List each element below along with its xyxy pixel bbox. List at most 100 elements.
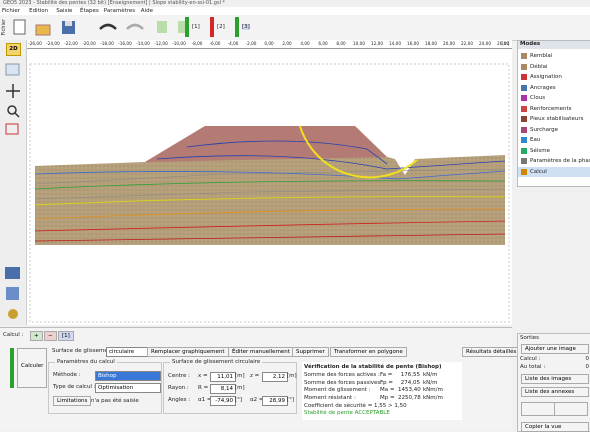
- mode-icon: [521, 53, 527, 59]
- mode-item[interactable]: Calcul: [518, 166, 590, 177]
- mode-item[interactable]: Renforcements: [518, 104, 590, 114]
- mode-label: Paramètres de la phase: [530, 158, 590, 164]
- add-image-button[interactable]: Ajouter une image: [521, 344, 589, 354]
- mode-label: Eau: [530, 137, 541, 143]
- result-label: Moment de glissement :: [304, 387, 371, 393]
- list-images-button[interactable]: Liste des images: [521, 374, 589, 384]
- mode-icon: [521, 168, 527, 175]
- remove-stage-button[interactable]: −: [44, 331, 57, 341]
- circle-legend: Surface de glissement circulaire: [170, 359, 263, 365]
- field-value[interactable]: -74,90: [210, 396, 236, 406]
- stage-button[interactable]: [1]: [192, 24, 200, 30]
- mode-label: Déblai: [530, 63, 548, 70]
- mode-icon: [521, 95, 527, 101]
- mode-item[interactable]: Assignation: [518, 72, 590, 82]
- menu-item[interactable]: Fichier: [2, 8, 20, 14]
- result-value: 274,05: [400, 379, 420, 386]
- ruler-unit: [m]: [502, 41, 510, 46]
- active-marker: [10, 348, 14, 388]
- mode-item[interactable]: Surcharge: [518, 125, 590, 135]
- mode-label: Renforcements: [530, 105, 572, 112]
- mode-item[interactable]: Pieux stabilisateurs: [518, 114, 590, 124]
- mode-label: Séisme: [530, 147, 551, 154]
- field-value[interactable]: 11,01: [210, 372, 236, 382]
- add-stage-button[interactable]: +: [30, 331, 43, 341]
- field-name: R =: [198, 385, 209, 391]
- field-unit: [m]: [287, 373, 297, 379]
- stage-marker: [235, 17, 239, 37]
- details-button[interactable]: Résultats détaillés: [462, 347, 521, 357]
- field-label: Rayon :: [168, 385, 189, 391]
- menu-item[interactable]: Aide: [140, 8, 153, 14]
- field-name: x =: [198, 373, 208, 379]
- field-value[interactable]: 2,12: [262, 372, 288, 382]
- method-select[interactable]: Bishop: [95, 371, 161, 381]
- mode-icon: [521, 158, 527, 164]
- print-preview-button[interactable]: [554, 402, 588, 416]
- ruler-label: 18,00: [425, 41, 437, 46]
- ruler-label: -16,00: [118, 41, 132, 46]
- menu-item[interactable]: Étapes: [80, 8, 99, 14]
- circle-group: Surface de glissement circulaire Centre …: [163, 359, 297, 414]
- mode-icon: [521, 116, 527, 122]
- stage-button[interactable]: [3]: [242, 24, 250, 30]
- menu-item[interactable]: Saisie: [56, 8, 73, 14]
- result-symbol: Ma =: [380, 387, 395, 393]
- mode-item[interactable]: Ancrages: [518, 83, 590, 93]
- calc-panel: Calcul : + − [1] Calculer Surface de gli…: [0, 327, 521, 431]
- ruler-label: -22,00: [64, 41, 78, 46]
- field-unit: [m]: [235, 385, 245, 391]
- ruler-label: -12,00: [154, 41, 168, 46]
- toolbar-label: Fichier: [1, 19, 7, 36]
- mode-icon: [521, 63, 527, 70]
- ruler-label: 10,00: [353, 41, 365, 46]
- ruler-label: 0,00: [264, 41, 274, 46]
- mode-item[interactable]: Déblai: [518, 62, 590, 72]
- list-annexes-button[interactable]: Liste des annexes: [521, 387, 589, 397]
- action-button[interactable]: Remplacer graphiquement: [147, 347, 229, 357]
- mode-icon: [521, 137, 527, 143]
- action-button[interactable]: Éditer manuellement: [228, 347, 294, 357]
- mode-item[interactable]: Remblai: [518, 51, 590, 61]
- mode-label: Clous: [530, 95, 546, 101]
- field-label: Centre :: [168, 373, 190, 379]
- print-button[interactable]: [521, 402, 555, 416]
- ruler-label: -20,00: [82, 41, 96, 46]
- mode-label: Calcul: [530, 168, 547, 175]
- stage-marker: [210, 17, 214, 37]
- mode-item[interactable]: Eau: [518, 135, 590, 145]
- run-button[interactable]: Calculer: [17, 348, 47, 388]
- action-button[interactable]: Transformer en polygone: [330, 347, 407, 357]
- action-button[interactable]: Supprimer: [292, 347, 329, 357]
- left-toolstrip: 2D: [0, 40, 27, 325]
- limits-button[interactable]: Limitations: [53, 396, 92, 406]
- field-value[interactable]: 28,99: [262, 396, 288, 406]
- toolbar: Fichier [1] [2] [3]: [0, 15, 590, 41]
- copy-view-button[interactable]: Copier la vue: [521, 422, 589, 432]
- result-label: Somme des forces passives :: [304, 379, 384, 386]
- outputs-title: Sorties: [520, 335, 540, 341]
- mode-icon: [521, 74, 527, 80]
- menu-item[interactable]: Paramètres: [103, 8, 136, 14]
- mode-item[interactable]: Clous: [518, 93, 590, 103]
- field-unit: [°]: [287, 397, 295, 403]
- stage-tab[interactable]: [1]: [58, 331, 74, 341]
- type-select[interactable]: Optimisation: [95, 383, 161, 393]
- field-value[interactable]: 8,14: [210, 384, 236, 394]
- view-2d-button[interactable]: 2D: [6, 43, 21, 56]
- menu-bar: Fichier Edition Saisie Étapes Paramètres Aide: [0, 7, 590, 15]
- ruler-label: -14,00: [136, 41, 150, 46]
- menu-item[interactable]: Edition: [29, 8, 49, 14]
- ruler-label: 16,00: [407, 41, 419, 46]
- ruler-label: -10,00: [172, 41, 186, 46]
- stage-button[interactable]: [2]: [217, 24, 225, 30]
- mode-item[interactable]: Paramètres de la phase: [518, 156, 590, 166]
- ruler-label: 6,00: [318, 41, 328, 46]
- ruler-label: -18,00: [100, 41, 114, 46]
- total-count-label: Au total :: [520, 364, 546, 370]
- mode-label: Remblai: [530, 53, 553, 59]
- surface-select[interactable]: circulaire: [106, 347, 148, 357]
- mode-item[interactable]: Séisme: [518, 146, 590, 156]
- mode-icon: [521, 126, 527, 133]
